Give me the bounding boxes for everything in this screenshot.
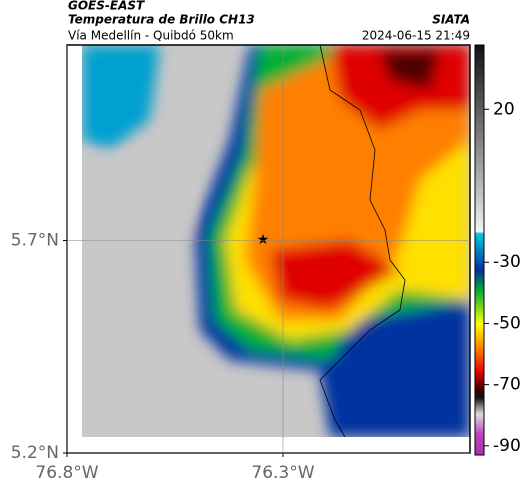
- timestamp: 2024-06-15 21:49: [362, 29, 470, 43]
- colorbar-tick-label: -50: [493, 313, 521, 333]
- source: GOES-EAST: [68, 0, 145, 13]
- x-tick-label: 76.8°W: [35, 463, 98, 483]
- x-tick-label: 76.3°W: [251, 463, 314, 483]
- org: SIATA: [432, 13, 470, 27]
- subtitle: Vía Medellín - Quibdó 50km: [68, 29, 234, 43]
- colorbar: [474, 44, 485, 456]
- product: Temperatura de Brillo CH13: [68, 13, 255, 27]
- colorbar-tick-label: -30: [493, 252, 521, 272]
- colorbar-tick-label: -90: [493, 436, 521, 456]
- city-marker: ★: [257, 232, 270, 248]
- y-tick-label: 5.2°N: [11, 443, 59, 463]
- colorbar-tick-label: -70: [493, 375, 521, 395]
- y-tick-label: 5.7°N: [11, 231, 59, 251]
- satellite-image: [82, 45, 470, 437]
- colorbar-tick-label: 20: [493, 99, 515, 119]
